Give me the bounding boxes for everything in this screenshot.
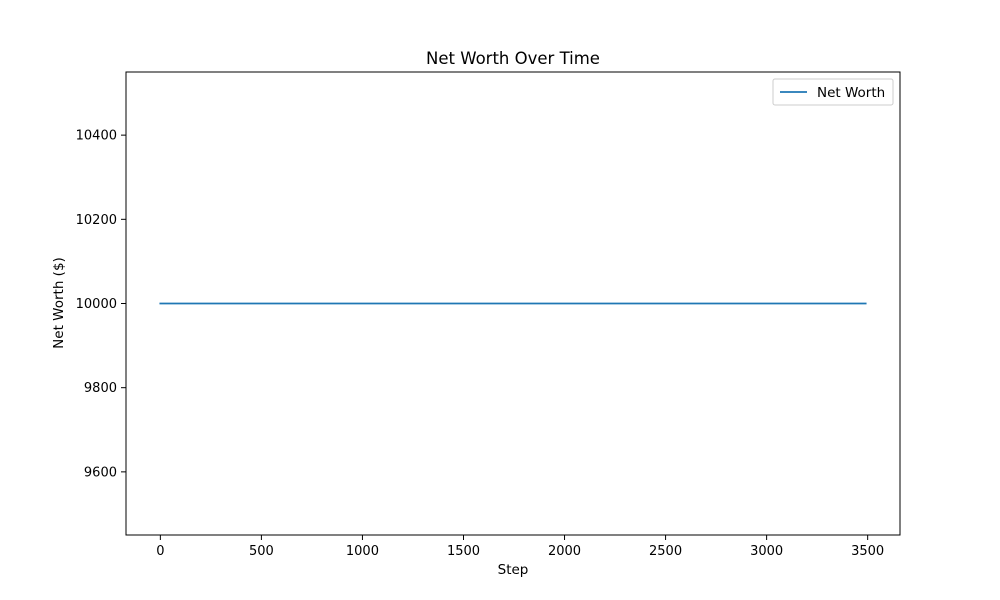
x-tick-label: 1000 (346, 544, 379, 559)
x-tick-label: 3500 (851, 544, 884, 559)
x-tick-label: 3000 (750, 544, 783, 559)
y-tick-label: 10000 (76, 297, 117, 312)
legend-box (772, 78, 894, 106)
y-tick-label: 9800 (84, 381, 117, 396)
legend-label-net-worth: Net Worth (817, 85, 885, 101)
chart-title: Net Worth Over Time (426, 49, 600, 68)
legend: Net Worth (772, 78, 894, 106)
x-tick-label: 1500 (447, 544, 480, 559)
x-tick-label: 2500 (649, 544, 682, 559)
x-axis-ticks: 0 500 1000 1500 2000 2500 3000 3500 (156, 535, 884, 559)
x-tick-label: 500 (249, 544, 274, 559)
y-tick-label: 10200 (76, 213, 117, 228)
y-tick-label: 10400 (76, 129, 117, 144)
x-tick-label: 0 (156, 544, 164, 559)
x-axis-label: Step (498, 562, 529, 578)
x-tick-label: 2000 (548, 544, 581, 559)
y-axis-ticks: 9600 9800 10000 10200 10400 (76, 129, 126, 480)
y-axis-label: Net Worth ($) (51, 257, 67, 349)
y-tick-label: 9600 (84, 465, 117, 480)
